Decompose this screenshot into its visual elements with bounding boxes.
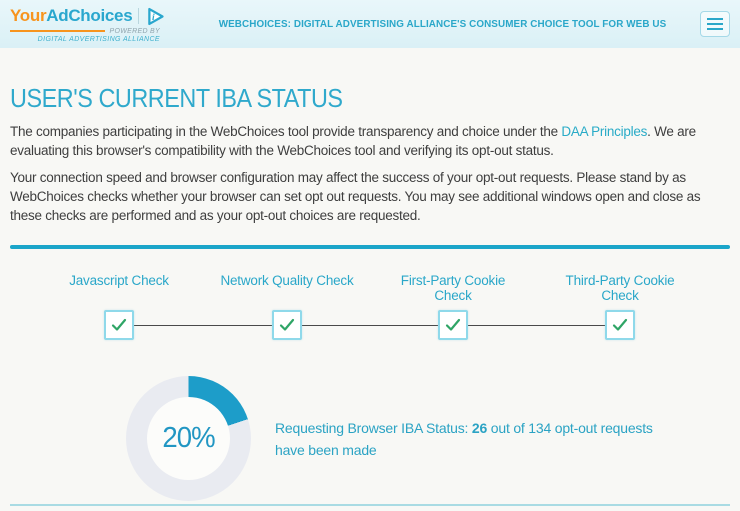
brand-text: YourAdChoices [10,6,133,26]
progress-section: 20% Requesting Browser IBA Status: 26 ou… [10,376,730,501]
status-completed-count: 26 [471,419,488,436]
step-network-quality-check: Network Quality Check [202,273,372,340]
alliance-label: DIGITAL ADVERTISING ALLIANCE [37,35,160,43]
menu-button[interactable] [700,11,730,37]
header-title: WEBCHOICES: DIGITAL ADVERTISING ALLIANCE… [218,18,667,30]
powered-by-label: POWERED BY [109,27,160,35]
status-suffix: out of 134 opt-out requests have been ma… [275,419,653,458]
logo-underline [10,30,105,32]
check-steps: Javascript Check Network Quality Check F… [10,273,730,340]
svg-text:i: i [152,12,155,23]
logo-divider [138,8,140,24]
checkmark-icon [111,318,127,331]
checkmark-icon [612,318,628,331]
logo[interactable]: YourAdChoices i POWERED BY DIGITAL ADVER… [10,6,185,43]
page-title: USER'S CURRENT IBA STATUS [10,83,343,113]
checkmark-icon [445,318,461,331]
step-checkbox [438,310,468,340]
step-checkbox [104,310,134,340]
intro-text-after: . We are evaluating this browser's compa… [10,124,696,158]
iba-status-text: Requesting Browser IBA Status: 26 out of… [275,417,675,461]
adchoices-triangle-icon: i [148,7,164,25]
step-checkbox [605,310,635,340]
step-label: Network Quality Check [220,273,354,288]
brand-adchoices: AdChoices [46,6,133,25]
daa-principles-link[interactable]: DAA Principles [561,124,648,139]
logo-wordmark: YourAdChoices i [10,6,185,27]
status-prefix: Requesting Browser IBA Status: [275,419,472,436]
progress-donut-chart: 20% [126,376,251,501]
hamburger-icon [707,18,723,20]
step-first-party-cookie-check: First-Party Cookie Check [368,273,538,340]
intro-paragraph: The companies participating in the WebCh… [10,122,730,160]
checkmark-icon [279,318,295,331]
donut-hole: 20% [147,397,230,480]
step-javascript-check: Javascript Check [34,273,204,340]
main-content: USER'S CURRENT IBA STATUS The companies … [0,83,740,501]
progress-percent-label: 20% [162,422,215,454]
intro-text-before: The companies participating in the WebCh… [10,124,562,139]
logo-subtitle: POWERED BY DIGITAL ADVERTISING ALLIANCE [10,28,160,43]
section-divider-top [10,245,730,249]
brand-your: Your [10,6,47,25]
step-checkbox [272,310,302,340]
header: YourAdChoices i POWERED BY DIGITAL ADVER… [0,0,740,48]
steps-connector-line [119,325,620,326]
step-third-party-cookie-check: Third-Party Cookie Check [535,273,705,340]
step-label: Third-Party Cookie Check [565,273,675,303]
notice-paragraph: Your connection speed and browser config… [10,170,701,223]
section-divider-bottom [10,504,730,506]
step-label: First-Party Cookie Check [400,273,506,303]
step-label: Javascript Check [69,273,169,288]
